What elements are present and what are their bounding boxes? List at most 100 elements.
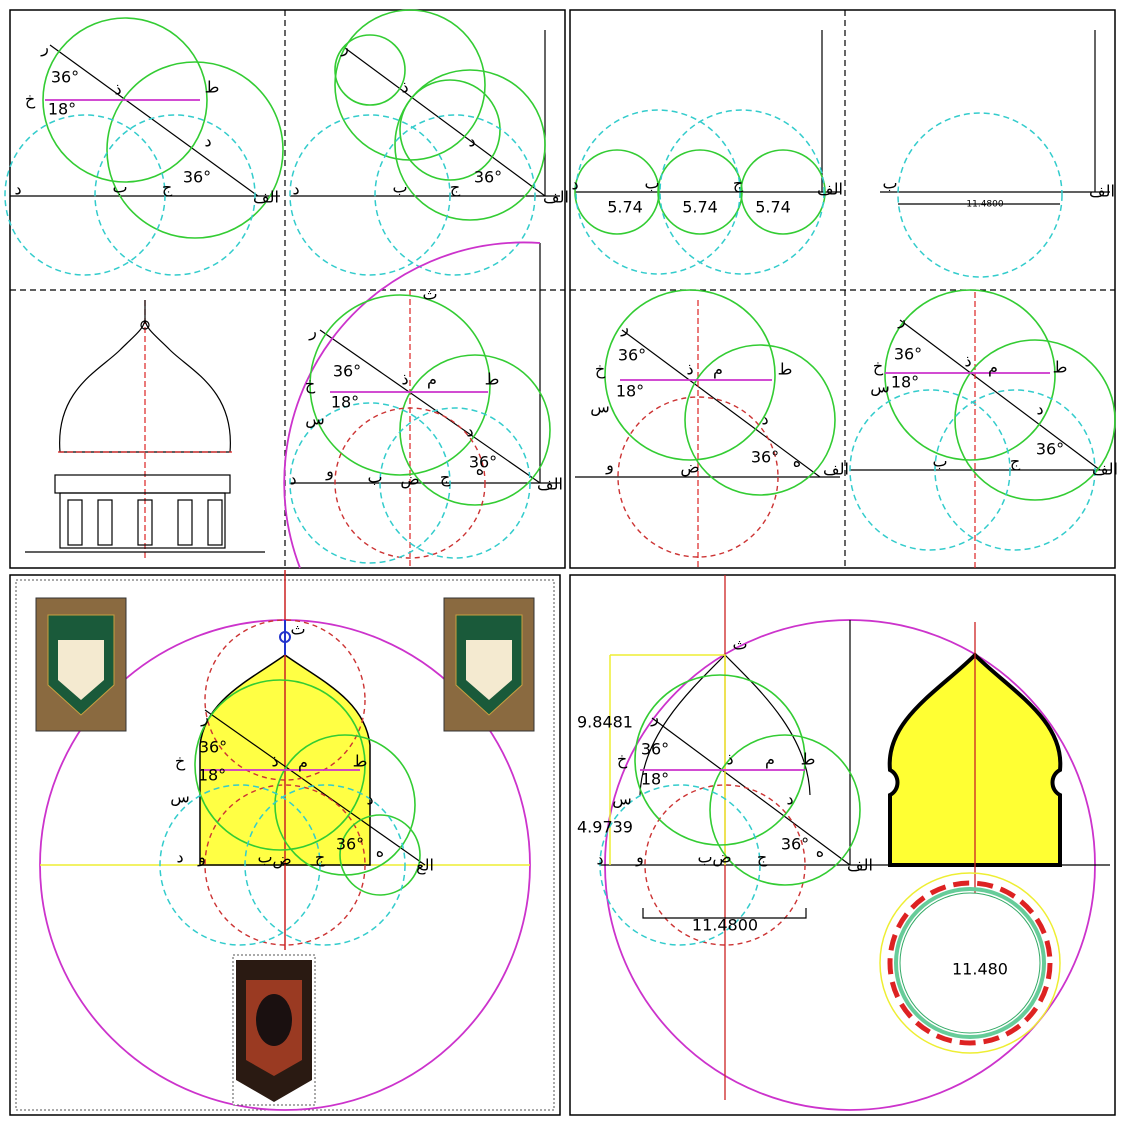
label: و xyxy=(197,848,206,868)
label: 18° xyxy=(198,766,226,785)
label: ب xyxy=(882,174,897,193)
construction-10 xyxy=(600,575,1110,1110)
label: ض xyxy=(400,470,419,490)
label: ط xyxy=(1053,358,1068,377)
label: ر xyxy=(650,708,659,728)
label: 11.4800 xyxy=(692,916,758,935)
label: د xyxy=(571,175,578,194)
label: 36° xyxy=(751,448,779,467)
construction-7 xyxy=(575,290,840,568)
label: 18° xyxy=(331,393,359,412)
label: م xyxy=(765,750,775,769)
label: ه xyxy=(376,842,384,861)
label: 36° xyxy=(51,68,79,87)
label: 36° xyxy=(183,168,211,187)
label: 9.8481 xyxy=(577,713,633,732)
label: د xyxy=(176,848,183,867)
label: ذ xyxy=(271,752,278,771)
label: ب xyxy=(644,174,659,193)
label: الغ xyxy=(416,856,434,876)
label: م xyxy=(988,358,998,377)
label: خ xyxy=(25,90,36,110)
label: ث xyxy=(422,285,437,304)
label: د xyxy=(289,470,296,489)
label: ب xyxy=(257,848,272,867)
label: ر xyxy=(40,38,49,58)
label: 5.74 xyxy=(682,198,718,217)
label: ط xyxy=(205,78,220,97)
construction-2 xyxy=(290,10,560,275)
label: ر xyxy=(200,708,209,728)
label: 18° xyxy=(891,373,919,392)
label: ب xyxy=(932,452,947,471)
label: 5.74 xyxy=(607,198,643,217)
dome-elevation xyxy=(25,300,265,560)
label: م xyxy=(713,360,723,379)
label: س xyxy=(170,788,190,807)
label: د xyxy=(466,422,473,441)
label: ر xyxy=(897,310,906,330)
drawing-sheet: ر36°خذط18°د36°دبجالفرذد36°دبجالفدبجالف5.… xyxy=(0,0,1124,1122)
label: ج xyxy=(315,848,326,868)
label: الف xyxy=(847,856,873,875)
label: 18° xyxy=(616,382,644,401)
label: 18° xyxy=(48,100,76,119)
label: خ xyxy=(175,752,186,772)
label: ض xyxy=(680,458,699,478)
construction-1 xyxy=(5,18,283,275)
label: ض xyxy=(272,850,291,870)
label: خ xyxy=(873,357,884,377)
label: 11.480 xyxy=(952,960,1008,979)
label: ج xyxy=(162,178,173,198)
label: م xyxy=(298,753,308,772)
label: س xyxy=(590,398,610,417)
label: 36° xyxy=(474,168,502,187)
label: س xyxy=(305,410,325,429)
label: الف xyxy=(537,475,563,494)
label: 4.9739 xyxy=(577,818,633,837)
label: 36° xyxy=(641,740,669,759)
label: خ xyxy=(595,360,606,380)
label: و xyxy=(605,456,614,476)
label: ذ xyxy=(401,78,408,97)
label: الف xyxy=(253,188,279,207)
label: ر xyxy=(308,322,317,342)
label: ب xyxy=(392,178,407,197)
label: ط xyxy=(485,370,500,389)
label: 18° xyxy=(641,770,669,789)
label: 36° xyxy=(1036,440,1064,459)
label: ذ xyxy=(726,750,733,769)
label: ب xyxy=(697,848,712,867)
label: ج xyxy=(450,178,461,198)
label: و xyxy=(635,848,644,868)
label: الف xyxy=(817,180,843,199)
label: ذ xyxy=(114,80,121,99)
label: د xyxy=(1036,400,1043,419)
label: ه xyxy=(476,460,484,479)
label: د xyxy=(366,790,373,809)
label: د xyxy=(786,790,793,809)
label: د xyxy=(14,180,21,199)
label: ذ xyxy=(686,360,693,379)
label: ج xyxy=(1010,452,1021,472)
label: 36° xyxy=(894,345,922,364)
construction-3 xyxy=(575,30,840,274)
label: ط xyxy=(353,752,368,771)
label: 36° xyxy=(199,738,227,757)
label: الف xyxy=(1089,182,1115,201)
construction-4 xyxy=(880,30,1110,277)
label: 36° xyxy=(333,362,361,381)
label: 5.74 xyxy=(755,198,791,217)
label: الف xyxy=(543,188,569,207)
label: الف xyxy=(1092,460,1118,479)
label: س xyxy=(612,790,632,809)
construction-9 xyxy=(36,570,534,1110)
label: ث xyxy=(290,620,305,639)
label: ج xyxy=(733,174,744,194)
label: ر xyxy=(340,38,349,58)
label: 36° xyxy=(618,346,646,365)
label: خ xyxy=(305,375,316,395)
label: ه xyxy=(793,452,801,471)
label: ط xyxy=(801,750,816,769)
label: د xyxy=(204,132,211,151)
